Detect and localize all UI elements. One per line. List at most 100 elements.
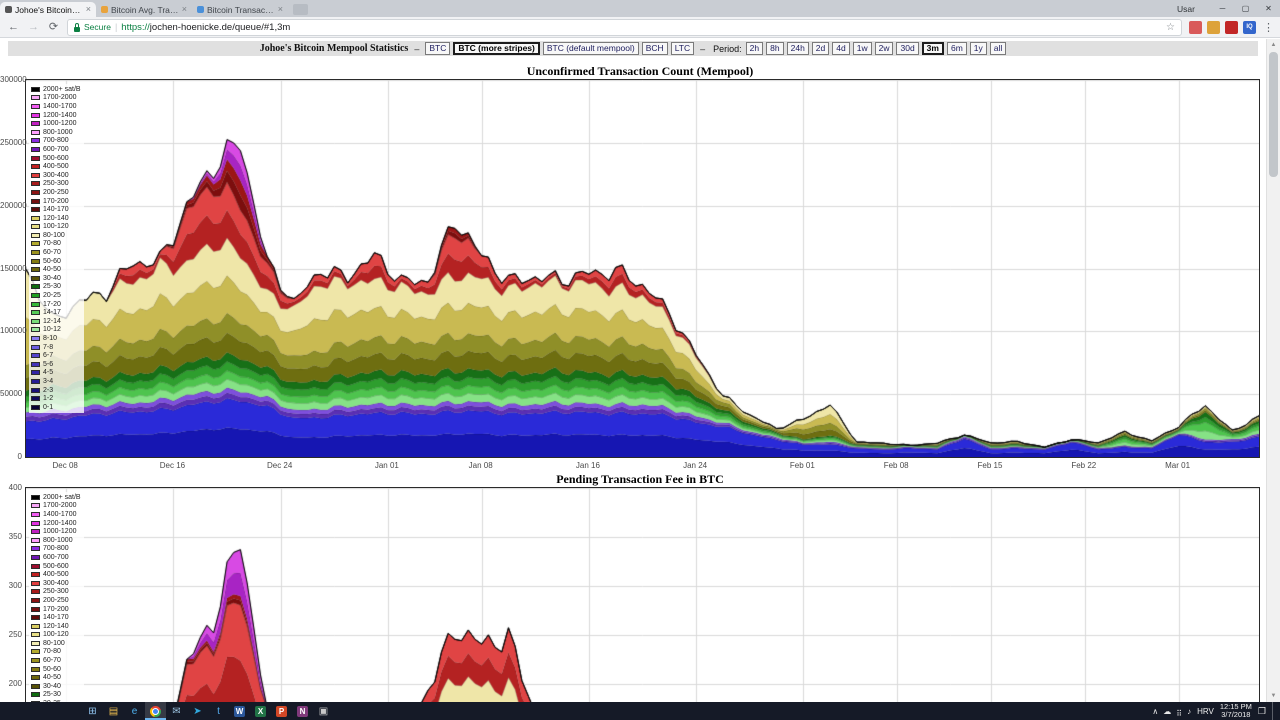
coin-button-btc-more-stripes[interactable]: BTC (more stripes) — [453, 42, 540, 55]
legend-item: 200-250 — [31, 188, 81, 197]
forward-icon[interactable]: → — [28, 20, 39, 33]
taskbar-icon-glyph: X — [255, 705, 266, 717]
period-button-8h[interactable]: 8h — [766, 42, 784, 55]
legend-swatch — [31, 589, 40, 595]
legend-label: 200-250 — [43, 596, 69, 604]
legend-swatch — [31, 310, 40, 316]
tray-network-icon[interactable]: ⣶ — [1176, 706, 1183, 716]
mail-icon[interactable]: ✉ — [166, 702, 187, 720]
show-desktop-button[interactable] — [1272, 702, 1277, 720]
y-axis-label: 0 — [17, 452, 22, 461]
legend-swatch — [31, 520, 40, 526]
tab-close-icon[interactable]: × — [181, 4, 187, 14]
legend-swatch — [31, 370, 40, 376]
extension-icon-1[interactable] — [1189, 20, 1202, 34]
taskbar-icon-glyph: P — [276, 705, 287, 717]
period-button-2w[interactable]: 2w — [874, 42, 894, 55]
tray-volume-icon[interactable]: ♪ — [1187, 706, 1192, 716]
chart-legend: 2000+ sat/B 1700-2000 1400-1700 1200-1400 10… — [29, 492, 84, 720]
tab-favicon — [5, 6, 12, 13]
tray-cloud-icon[interactable]: ☁ — [1163, 706, 1172, 716]
maximize-icon[interactable]: ▢ — [1241, 4, 1250, 13]
browser-tab-johoe-s-bitcoin-mempo[interactable]: Johoe's Bitcoin Mempo...× — [0, 2, 96, 17]
pending-fee-chart[interactable] — [25, 487, 1260, 720]
word-icon[interactable]: W — [229, 702, 250, 720]
tab-close-icon[interactable]: × — [85, 4, 91, 14]
address-bar[interactable]: Secure | https://jochen-hoenicke.de/queu… — [67, 18, 1182, 36]
start-button[interactable]: ⊞ — [82, 702, 103, 720]
telegram-icon[interactable]: ➤ — [187, 702, 208, 720]
period-button-all[interactable]: all — [989, 42, 1007, 55]
extension-icon-2[interactable] — [1207, 20, 1220, 34]
powerpoint-icon[interactable]: P — [271, 702, 292, 720]
legend-item: 800-1000 — [31, 536, 81, 545]
y-axis-label: 100000 — [0, 326, 27, 336]
edge-icon[interactable]: e — [124, 702, 145, 720]
extension-icon-4[interactable]: IQ — [1243, 20, 1256, 34]
legend-item: 1400-1700 — [31, 510, 81, 519]
period-button-3m[interactable]: 3m — [921, 42, 944, 55]
camera-icon[interactable]: ▣ — [313, 702, 334, 720]
legend-item: 30-40 — [31, 682, 81, 691]
file-explorer-icon[interactable]: ▤ — [103, 702, 124, 720]
page-scrollbar[interactable]: ▲ ▼ — [1266, 39, 1280, 720]
coin-button-btc-default-mempool[interactable]: BTC (default mempool) — [542, 42, 639, 55]
period-button-1y[interactable]: 1y — [969, 42, 987, 55]
legend-swatch — [31, 198, 40, 204]
chart2-title: Pending Transaction Fee in BTC — [556, 472, 724, 486]
tab-close-icon[interactable]: × — [277, 4, 283, 14]
twitter-icon[interactable]: t — [208, 702, 229, 720]
period-button-4d[interactable]: 4d — [832, 42, 850, 55]
legend-label: 2000+ sat/B — [43, 85, 81, 93]
legend-swatch — [31, 666, 40, 672]
legend-item: 140-170 — [31, 613, 81, 622]
legend-item: 12-14 — [31, 317, 81, 326]
legend-swatch — [31, 327, 40, 333]
period-button-2d[interactable]: 2d — [811, 42, 830, 55]
legend-label: 60-70 — [43, 657, 61, 665]
browser-tab-bitcoin-transactions-ch[interactable]: Bitcoin Transactions ch...× — [192, 2, 288, 17]
back-icon[interactable]: ← — [8, 20, 19, 33]
taskbar-clock[interactable]: 12:15 PM 3/7/2018 — [1220, 703, 1252, 719]
period-button-30d[interactable]: 30d — [896, 42, 919, 55]
onenote-icon[interactable]: N — [292, 702, 313, 720]
new-tab-button[interactable] — [293, 4, 308, 15]
reload-icon[interactable]: ⟳ — [48, 20, 59, 33]
scroll-down-icon[interactable]: ▼ — [1270, 693, 1277, 699]
x-axis-label: Feb 01 — [789, 461, 815, 470]
bookmark-star-icon[interactable]: ☆ — [1166, 21, 1175, 33]
period-button-6m[interactable]: 6m — [946, 42, 967, 55]
excel-icon[interactable]: X — [250, 702, 271, 720]
scroll-up-icon[interactable]: ▲ — [1270, 42, 1277, 48]
legend-label: 500-600 — [43, 562, 69, 570]
extension-icon-3[interactable] — [1225, 20, 1238, 34]
notification-icon[interactable]: ❐ — [1257, 705, 1266, 716]
close-icon[interactable]: ✕ — [1265, 4, 1272, 13]
y-axis-label: 400 — [8, 483, 22, 492]
coin-button-btc[interactable]: BTC — [425, 42, 451, 55]
chrome-icon[interactable] — [145, 702, 166, 720]
legend-label: 30-40 — [43, 682, 61, 690]
browser-menu-icon[interactable]: ⋮ — [1263, 21, 1274, 34]
legend-swatch — [31, 284, 40, 290]
browser-tab-bitcoin-avg-transaction[interactable]: Bitcoin Avg. Transaction...× — [96, 2, 192, 17]
legend-item: 1700-2000 — [31, 502, 81, 511]
period-button-24h[interactable]: 24h — [786, 42, 809, 55]
legend-label: 1700-2000 — [43, 502, 77, 510]
minimize-icon[interactable]: ─ — [1219, 4, 1226, 13]
legend-label: 17-20 — [43, 300, 61, 308]
tray-chevron-up-icon[interactable]: ∧ — [1152, 706, 1159, 716]
period-button-1w[interactable]: 1w — [852, 42, 872, 55]
period-button-2h[interactable]: 2h — [745, 42, 764, 55]
coin-button-bch[interactable]: BCH — [641, 42, 668, 55]
coin-button-ltc[interactable]: LTC — [670, 42, 695, 55]
url-text[interactable]: https://jochen-hoenicke.de/queue/#1,3m — [121, 22, 1162, 33]
mempool-count-chart[interactable] — [25, 79, 1260, 458]
chart1-area: 0 50000 100000 150000 200000 250000 300000 Dec … — [0, 75, 1280, 479]
language-indicator[interactable]: HRV — [1197, 706, 1214, 716]
browser-toolbar: ← → ⟳ Secure | https://jochen-hoenicke.d… — [0, 17, 1280, 38]
legend-swatch — [31, 121, 40, 127]
legend-label: 50-60 — [43, 257, 61, 265]
scrollbar-thumb[interactable] — [1269, 52, 1278, 177]
profile-name[interactable]: Usar — [1177, 3, 1195, 14]
